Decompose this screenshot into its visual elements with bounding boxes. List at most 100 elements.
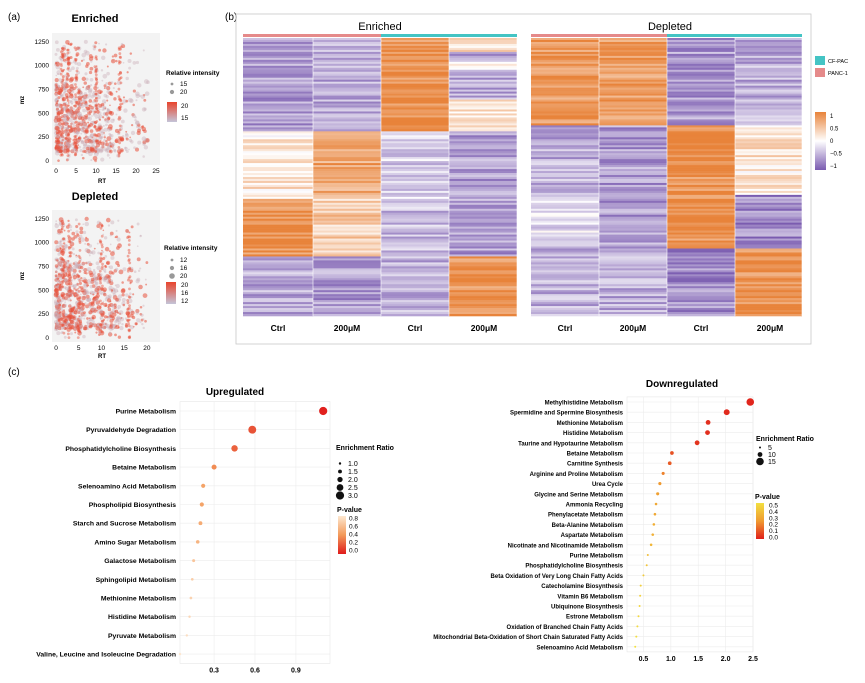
scatter-point	[65, 292, 69, 297]
heatmap-cell	[381, 38, 449, 41]
size-legend-dot	[337, 476, 343, 483]
heatmap-cell	[243, 38, 313, 41]
scatter-point	[77, 222, 81, 226]
heatmap-cell	[531, 246, 599, 249]
scatter-point	[62, 237, 66, 241]
heatmap-cell	[531, 105, 599, 108]
scatter-point	[60, 250, 65, 256]
heatmap-cell	[381, 188, 449, 192]
heatmap-cell	[599, 188, 667, 192]
scatter-point	[117, 61, 121, 65]
heatmap-cell	[599, 248, 667, 251]
scatter-point	[67, 279, 71, 283]
scatter-point	[78, 269, 82, 273]
scatter-point	[91, 92, 96, 97]
heatmap-cell	[735, 244, 802, 247]
scatter-point	[95, 289, 98, 292]
scatter-point	[61, 49, 65, 53]
heatmap-cell	[599, 169, 667, 172]
heatmap-cell	[599, 65, 667, 69]
scatter-point	[135, 91, 140, 97]
scatter-point	[82, 288, 86, 291]
scatter-point	[59, 242, 63, 246]
scatter-point	[94, 133, 98, 137]
heatmap-cell	[243, 131, 313, 134]
scatter-point	[60, 89, 64, 92]
scatter-point	[88, 151, 93, 157]
scatter-point	[118, 269, 124, 275]
heatmap-cell	[313, 83, 381, 86]
heatmap-cell	[735, 71, 802, 75]
heatmap-cell	[599, 83, 667, 86]
heatmap-cell	[313, 310, 381, 313]
heatmap-cell	[381, 165, 449, 168]
scatter-point	[68, 289, 72, 294]
scatter-point	[75, 224, 79, 229]
scatter-point	[95, 92, 100, 97]
scatter-point	[87, 135, 93, 140]
scatter-point	[67, 219, 70, 223]
scatter-point	[60, 107, 64, 110]
heatmap-cell	[667, 69, 735, 73]
scatter-point	[104, 112, 109, 116]
heatmap-cell	[667, 169, 735, 172]
scatter-point	[82, 303, 86, 307]
scatter-point	[76, 234, 80, 237]
scatter-point	[77, 254, 81, 258]
heatmap-cell	[735, 113, 802, 116]
scatter-point	[74, 153, 78, 156]
heatmap-cell	[735, 308, 802, 311]
heatmap-cell	[449, 204, 517, 208]
heatmap-cell	[243, 125, 313, 128]
scatter-point	[67, 236, 72, 241]
scatter-point	[80, 305, 85, 311]
scatter-point	[126, 267, 130, 271]
scatter-point	[116, 290, 119, 293]
heatmap-cell	[599, 95, 667, 98]
scatter-point	[85, 106, 91, 111]
scatter-point	[120, 316, 123, 319]
scatter-enriched-color-scale	[167, 102, 177, 122]
heatmap-cell	[313, 97, 381, 100]
heatmap-cell	[735, 186, 802, 190]
heatmap-cell	[449, 123, 517, 126]
scatter-point	[104, 107, 107, 110]
pathway-dot	[649, 543, 653, 547]
scatter-point	[76, 319, 80, 323]
scatter-point	[60, 298, 64, 303]
pathway-label: Urea Cycle	[592, 482, 624, 488]
heatmap-cell	[313, 282, 381, 285]
scatter-point	[110, 118, 115, 124]
dotplot-downregulated-size-legend-title: Enrichment Ratio	[756, 436, 814, 443]
heatmap-cell	[381, 43, 449, 47]
color-legend-label: 15	[181, 115, 189, 122]
scatter-point	[116, 237, 121, 242]
scatter-point	[103, 136, 106, 139]
scatter-point	[61, 323, 65, 328]
heatmap-cell	[381, 157, 449, 160]
heatmap-cell	[667, 87, 735, 90]
scatter-point	[93, 247, 96, 250]
scatter-point	[53, 288, 59, 293]
scatter-point	[96, 277, 100, 281]
heatmap-cell	[449, 101, 517, 104]
scatter-point	[83, 149, 87, 154]
heatmap-cell	[599, 45, 667, 49]
heatmap-cell	[735, 248, 802, 251]
heatmap-cell	[313, 139, 381, 142]
scatter-point	[116, 153, 120, 158]
scatter-point	[68, 273, 72, 276]
heatmap-cell	[735, 91, 802, 94]
heatmap-cell	[449, 81, 517, 84]
heatmap-cell	[735, 292, 802, 295]
scatter-point	[88, 310, 93, 315]
heatmap-cell	[531, 286, 599, 289]
scatter-point	[109, 243, 112, 246]
scatter-point	[109, 140, 112, 143]
heatmap-cell	[599, 262, 667, 265]
heatmap-cell	[667, 129, 735, 132]
scatter-point	[65, 286, 69, 291]
scatter-point	[91, 291, 96, 296]
scatter-point	[105, 94, 109, 99]
scatter-point	[106, 298, 112, 303]
